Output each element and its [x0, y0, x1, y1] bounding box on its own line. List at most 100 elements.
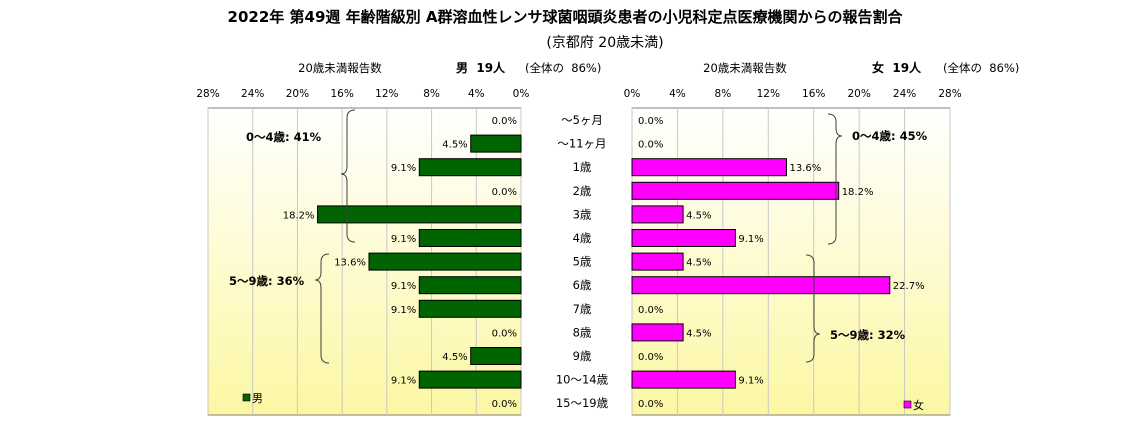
female-bar — [631, 158, 787, 177]
male-bar — [368, 252, 522, 271]
category-labels: ～5ヶ月 ～11ヶ月 1歳 2歳 3歳 4歳 5歳 6歳 7歳 8歳 9歳 10～14歳 15～19歳 — [556, 113, 609, 410]
female-value-label: 0.0% — [638, 116, 663, 127]
right-bars — [631, 158, 891, 389]
female-value-label: 13.6% — [789, 163, 821, 174]
female-bar — [631, 181, 840, 200]
category-label: 6歳 — [573, 278, 592, 292]
male-value-label: 9.1% — [391, 234, 416, 245]
left-group-bracket-5-9 — [314, 253, 330, 364]
left-bars — [317, 134, 522, 389]
category-label: ～5ヶ月 — [561, 113, 603, 127]
male-value-label: 0.0% — [492, 328, 517, 339]
male-value-label: 18.2% — [283, 210, 315, 221]
category-label: 7歳 — [573, 302, 592, 316]
female-bar — [631, 229, 736, 247]
male-bar — [418, 229, 522, 247]
category-label: 5歳 — [573, 255, 592, 269]
right-x-tick-label: 28% — [938, 88, 961, 100]
right-header-count-label: 20歳未満報告数 — [703, 61, 787, 75]
left-header-count-label: 20歳未満報告数 — [298, 61, 382, 75]
category-label: 1歳 — [573, 160, 592, 174]
legend-male-label: 男 — [252, 392, 263, 405]
male-bar — [418, 158, 522, 177]
left-group-bracket-0-4 — [340, 109, 356, 243]
left-value-labels: 0.0% 4.5% 9.1% 0.0% 18.2% 9.1% 13.6% 9.1% 9.1% 0.… — [283, 116, 517, 410]
male-bar — [470, 347, 522, 365]
female-value-label: 4.5% — [686, 258, 711, 269]
left-x-tick-label: 24% — [241, 88, 264, 100]
male-value-label: 0.0% — [492, 187, 517, 198]
right-x-tick-label: 16% — [802, 88, 825, 100]
male-value-label: 9.1% — [391, 376, 416, 387]
left-x-tick-label: 16% — [330, 88, 353, 100]
right-x-tick-label: 4% — [669, 88, 686, 100]
legend-female-swatch — [903, 400, 912, 409]
female-bar — [631, 370, 736, 389]
male-value-label: 4.5% — [442, 140, 467, 151]
chart-title: 2022年 第49週 年齢階級別 A群溶血性レンサ球菌咽頭炎患者の小児科定点医療… — [228, 8, 904, 26]
right-header-sex-count: 女 19人 — [872, 60, 922, 75]
left-x-tick-label: 28% — [196, 88, 219, 100]
female-bar — [631, 323, 684, 342]
left-header-share: (全体の 86%) — [525, 61, 601, 75]
left-x-tick-label: 20% — [286, 88, 309, 100]
right-value-labels: 0.0% 0.0% 13.6% 18.2% 4.5% 9.1% 4.5% 22.7% 0.0% 4… — [638, 116, 925, 410]
right-x-tick-label: 8% — [715, 88, 732, 100]
female-value-label: 9.1% — [738, 376, 763, 387]
legend-female-label: 女 — [913, 398, 924, 412]
left-x-tick-label: 12% — [375, 88, 398, 100]
category-label: 10～14歳 — [556, 373, 609, 387]
male-value-label: 9.1% — [391, 163, 416, 174]
right-group-label-5-9: 5～9歳: 32% — [830, 328, 906, 342]
left-x-tick-label: 0% — [513, 88, 530, 100]
category-label: 2歳 — [573, 184, 592, 198]
female-value-label: 0.0% — [638, 140, 663, 151]
male-value-label: 9.1% — [391, 305, 416, 316]
male-bar — [418, 299, 522, 318]
category-label: 8歳 — [573, 325, 592, 339]
male-value-label: 13.6% — [334, 258, 366, 269]
left-group-label-0-4: 0～4歳: 41% — [246, 130, 322, 144]
right-group-bracket-5-9 — [805, 254, 821, 363]
right-x-tick-label: 20% — [847, 88, 870, 100]
female-value-label: 0.0% — [638, 399, 663, 410]
category-label: ～11ヶ月 — [557, 137, 606, 151]
left-x-tick-label: 8% — [423, 88, 440, 100]
category-label: 15～19歳 — [556, 396, 609, 410]
left-x-tick-label: 4% — [468, 88, 485, 100]
male-bar — [418, 276, 522, 295]
female-bar — [631, 252, 684, 271]
female-bar — [631, 205, 684, 224]
right-x-ticks: 0% 4% 8% 12% 16% 20% 24% 28% — [624, 88, 962, 100]
right-x-tick-label: 0% — [624, 88, 641, 100]
female-value-label: 0.0% — [638, 305, 663, 316]
left-group-label-5-9: 5～9歳: 36% — [229, 274, 305, 288]
chart-subtitle: (京都府 20歳未満) — [546, 35, 663, 51]
right-x-tick-label: 12% — [757, 88, 780, 100]
female-value-label: 4.5% — [686, 210, 711, 221]
legend-male-swatch — [242, 393, 251, 402]
right-group-label-0-4: 0～4歳: 45% — [852, 129, 928, 143]
male-bar — [317, 205, 522, 224]
male-value-label: 4.5% — [442, 352, 467, 363]
left-x-ticks: 28% 24% 20% 16% 12% 8% 4% 0% — [196, 88, 529, 100]
right-header-share: (全体の 86%) — [943, 61, 1019, 75]
male-value-label: 0.0% — [492, 116, 517, 127]
male-bar — [470, 134, 522, 153]
male-value-label: 0.0% — [492, 399, 517, 410]
right-group-bracket-0-4 — [827, 113, 843, 245]
female-value-label: 0.0% — [638, 352, 663, 363]
right-x-tick-label: 24% — [893, 88, 916, 100]
category-label: 9歳 — [573, 349, 592, 363]
category-label: 4歳 — [573, 231, 592, 245]
left-header-sex-count: 男 19人 — [456, 60, 506, 75]
female-value-label: 4.5% — [686, 328, 711, 339]
female-value-label: 9.1% — [738, 234, 763, 245]
category-label: 3歳 — [573, 207, 592, 221]
female-value-label: 18.2% — [842, 187, 874, 198]
male-bar — [418, 370, 522, 389]
male-value-label: 9.1% — [391, 281, 416, 292]
female-bar — [631, 276, 891, 295]
female-value-label: 22.7% — [893, 281, 925, 292]
